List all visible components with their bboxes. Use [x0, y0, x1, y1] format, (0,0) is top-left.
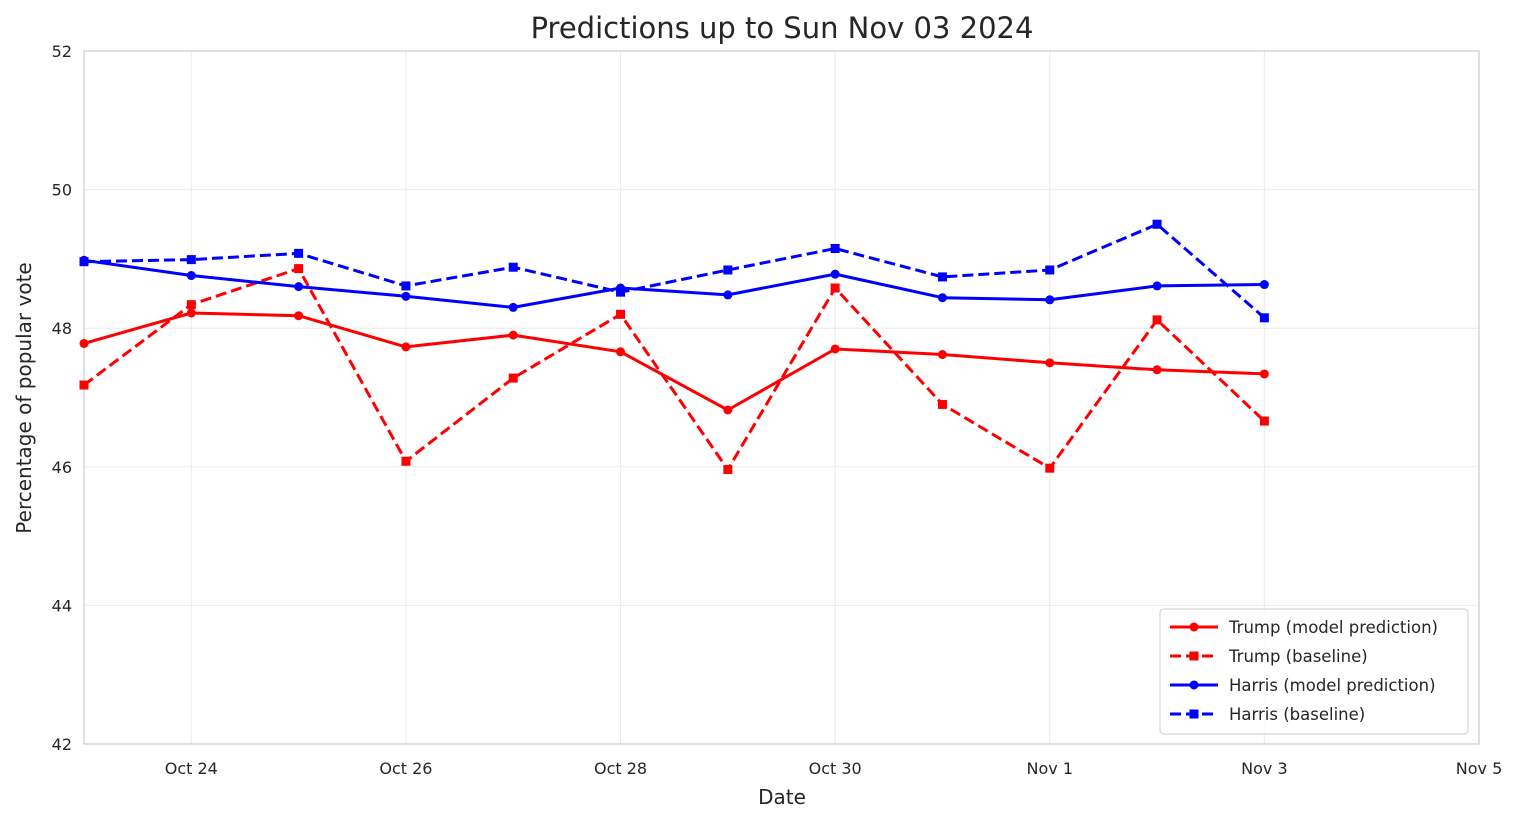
- data-point-marker: [723, 405, 733, 415]
- data-point-marker: [1259, 416, 1269, 426]
- y-tick-label: 52: [52, 42, 72, 61]
- data-point-marker: [723, 465, 733, 475]
- legend: Trump (model prediction) Trump (baseline)…: [1159, 608, 1469, 735]
- data-point-marker: [294, 248, 304, 258]
- data-point-marker: [1045, 358, 1055, 368]
- tick-labels: Oct 24 Oct 26 Oct 28 Oct 30 Nov 1 Nov 3 Nov 5 4…: [52, 42, 1503, 778]
- legend-marker: [1189, 709, 1199, 719]
- data-point-marker: [1045, 463, 1055, 473]
- y-tick-label: 48: [52, 319, 72, 338]
- data-point-marker: [1152, 365, 1162, 375]
- legend-marker: [1189, 622, 1199, 632]
- legend-marker: [1189, 651, 1199, 661]
- series-line: [83, 258, 1265, 309]
- data-point-marker: [1045, 265, 1055, 275]
- data-point-marker: [1152, 315, 1162, 325]
- series-line: [83, 311, 1265, 412]
- y-tick-label: 44: [52, 596, 72, 615]
- data-point-marker: [294, 311, 304, 321]
- data-point-marker: [937, 293, 947, 303]
- legend-label: Trump (baseline): [1228, 647, 1368, 666]
- legend-label: Trump (model prediction): [1228, 618, 1438, 637]
- data-point-marker: [508, 373, 518, 383]
- data-point-marker: [508, 330, 518, 340]
- data-point-marker: [79, 257, 89, 267]
- data-point-marker: [616, 309, 626, 319]
- data-point-marker: [294, 282, 304, 292]
- data-point-marker: [79, 338, 89, 348]
- data-point-marker: [830, 244, 840, 254]
- x-axis-title: Date: [758, 785, 806, 809]
- x-tick-label: Oct 30: [809, 759, 862, 778]
- data-point-marker: [186, 308, 196, 318]
- legend-label: Harris (model prediction): [1229, 676, 1436, 695]
- data-point-marker: [723, 265, 733, 275]
- series-lines: [79, 219, 1269, 475]
- data-point-marker: [1259, 369, 1269, 379]
- data-point-marker: [186, 255, 196, 265]
- y-axis-title: Percentage of popular vote: [12, 262, 36, 533]
- data-point-marker: [830, 283, 840, 293]
- series-line: [83, 267, 1266, 472]
- data-point-marker: [508, 302, 518, 312]
- y-tick-label: 50: [52, 181, 72, 200]
- data-point-marker: [937, 350, 947, 360]
- data-point-marker: [1045, 295, 1055, 305]
- data-point-marker: [830, 269, 840, 279]
- plot-frame: [83, 50, 1480, 745]
- data-point-marker: [401, 281, 411, 291]
- data-point-marker: [401, 456, 411, 466]
- data-point-marker: [401, 291, 411, 301]
- data-point-marker: [1152, 219, 1162, 229]
- data-point-marker: [937, 399, 947, 409]
- data-point-marker: [616, 287, 626, 297]
- legend-box: [1159, 608, 1469, 735]
- y-tick-label: 46: [52, 458, 72, 477]
- data-point-marker: [830, 344, 840, 354]
- x-tick-label: Oct 26: [379, 759, 432, 778]
- data-point-marker: [186, 300, 196, 310]
- series-line: [83, 222, 1266, 319]
- data-point-marker: [616, 347, 626, 357]
- data-point-marker: [401, 342, 411, 352]
- x-tick-label: Oct 28: [594, 759, 647, 778]
- data-point-marker: [294, 264, 304, 274]
- data-point-marker: [723, 290, 733, 300]
- series: [79, 308, 1269, 415]
- data-point-marker: [937, 272, 947, 282]
- chart-title: Predictions up to Sun Nov 03 2024: [531, 11, 1034, 45]
- data-point-marker: [1259, 313, 1269, 323]
- y-tick-label: 42: [52, 735, 72, 754]
- data-point-marker: [186, 271, 196, 281]
- x-tick-label: Oct 24: [165, 759, 218, 778]
- legend-marker: [1189, 680, 1199, 690]
- series: [79, 264, 1269, 475]
- x-tick-label: Nov 1: [1027, 759, 1074, 778]
- legend-label: Harris (baseline): [1229, 705, 1365, 724]
- data-point-marker: [508, 262, 518, 272]
- data-point-marker: [1259, 280, 1269, 290]
- series: [79, 219, 1269, 323]
- x-tick-label: Nov 5: [1456, 759, 1503, 778]
- data-point-marker: [79, 380, 89, 390]
- x-tick-label: Nov 3: [1241, 759, 1288, 778]
- data-point-marker: [1152, 281, 1162, 291]
